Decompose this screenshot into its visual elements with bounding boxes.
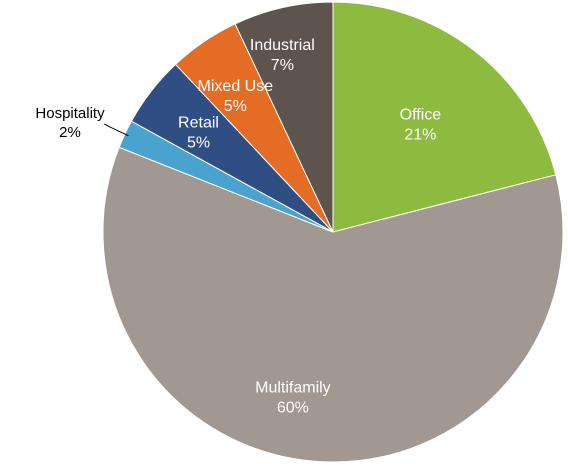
leader-lines-layer	[103, 123, 129, 137]
slice-label-hospitality: Hospitality 2%	[35, 105, 105, 141]
slice-category-office: Office	[400, 106, 442, 123]
slice-category-industrial: Industrial	[250, 37, 315, 54]
slice-value-multifamily: 60%	[277, 400, 309, 417]
slice-category-hospitality: Hospitality	[35, 105, 105, 122]
slice-value-mixed-use: 5%	[224, 98, 247, 115]
slices-layer	[102, 1, 564, 463]
slice-label-office: Office 21%	[400, 106, 442, 143]
pie-slice-multifamily	[102, 146, 564, 463]
slice-category-mixed-use: Mixed Use	[198, 78, 274, 95]
slice-label-mixed-use: Mixed Use 5%	[198, 78, 274, 115]
slice-value-industrial: 7%	[271, 57, 294, 74]
slice-label-industrial: Industrial 7%	[250, 37, 315, 74]
slice-category-multifamily: Multifamily	[255, 380, 331, 397]
slice-category-retail: Retail	[178, 115, 219, 132]
slice-value-office: 21%	[404, 126, 436, 143]
slice-label-retail: Retail 5%	[178, 115, 219, 152]
leader-line-hospitality	[103, 123, 129, 137]
slice-label-multifamily: Multifamily 60%	[255, 380, 331, 417]
slice-value-hospitality: 2%	[59, 124, 81, 141]
pie-slice-industrial	[234, 1, 334, 233]
pie-slice-office	[332, 1, 557, 233]
labels-layer: Office 21% Multifamily 60% Hospitality 2% Reta…	[35, 37, 441, 416]
slice-value-retail: 5%	[187, 135, 210, 152]
